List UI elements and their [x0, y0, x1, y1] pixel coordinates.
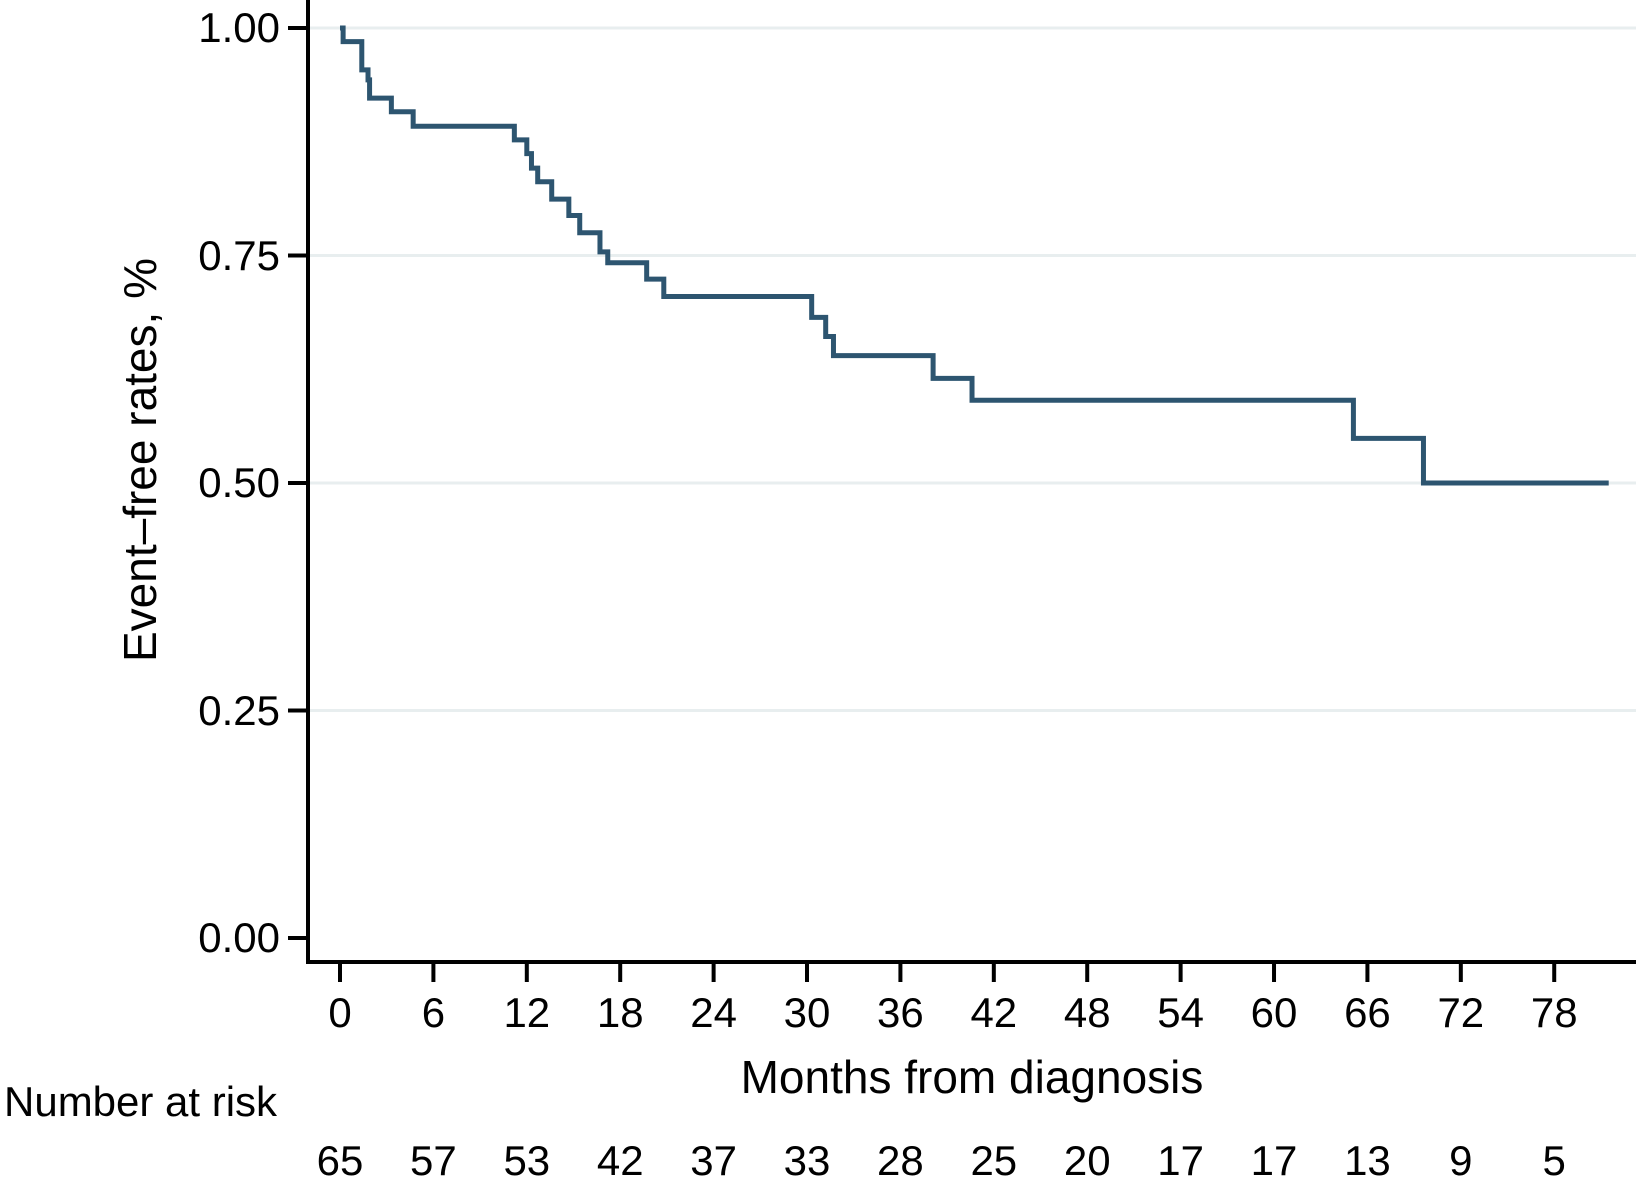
y-tick-label: 0.25 [198, 686, 280, 734]
y-tick-label: 0.50 [198, 459, 280, 506]
x-tick-label: 0 [328, 989, 352, 1036]
risk-count: 20 [1063, 1137, 1111, 1184]
x-tick-label: 72 [1437, 989, 1485, 1036]
x-tick-label: 78 [1530, 989, 1578, 1036]
number-at-risk-label: Number at risk [4, 1078, 278, 1125]
x-tick-label: 42 [970, 989, 1018, 1036]
risk-count: 5 [1542, 1137, 1566, 1184]
x-axis-title: Months from diagnosis [740, 1051, 1204, 1103]
x-tick-label: 24 [690, 989, 737, 1036]
x-tick-label: 30 [783, 989, 831, 1036]
risk-count: 25 [970, 1137, 1018, 1184]
x-tick-label: 6 [421, 989, 446, 1036]
x-tick-label: 48 [1063, 989, 1111, 1036]
risk-count: 17 [1157, 1137, 1204, 1184]
risk-count: 65 [316, 1137, 364, 1184]
risk-count: 42 [596, 1137, 644, 1184]
y-tick-label: 1.00 [198, 4, 280, 51]
x-tick-label: 54 [1157, 989, 1204, 1036]
survival-step-curve [340, 25, 1609, 486]
y-tick-label: 0.00 [198, 914, 280, 961]
x-tick-label: 36 [877, 989, 924, 1036]
risk-count: 57 [410, 1137, 457, 1184]
x-tick-label: 66 [1344, 989, 1391, 1036]
risk-count: 13 [1344, 1137, 1391, 1184]
risk-count: 53 [503, 1137, 551, 1184]
x-tick-label: 60 [1250, 989, 1298, 1036]
x-tick-label: 12 [503, 989, 551, 1036]
risk-count: 33 [783, 1137, 831, 1184]
y-tick-label: 0.75 [198, 231, 280, 279]
risk-count: 17 [1250, 1137, 1298, 1184]
risk-count: 28 [877, 1137, 924, 1184]
risk-count: 9 [1449, 1137, 1473, 1184]
risk-count: 37 [690, 1137, 737, 1184]
x-tick-label: 18 [596, 989, 644, 1036]
